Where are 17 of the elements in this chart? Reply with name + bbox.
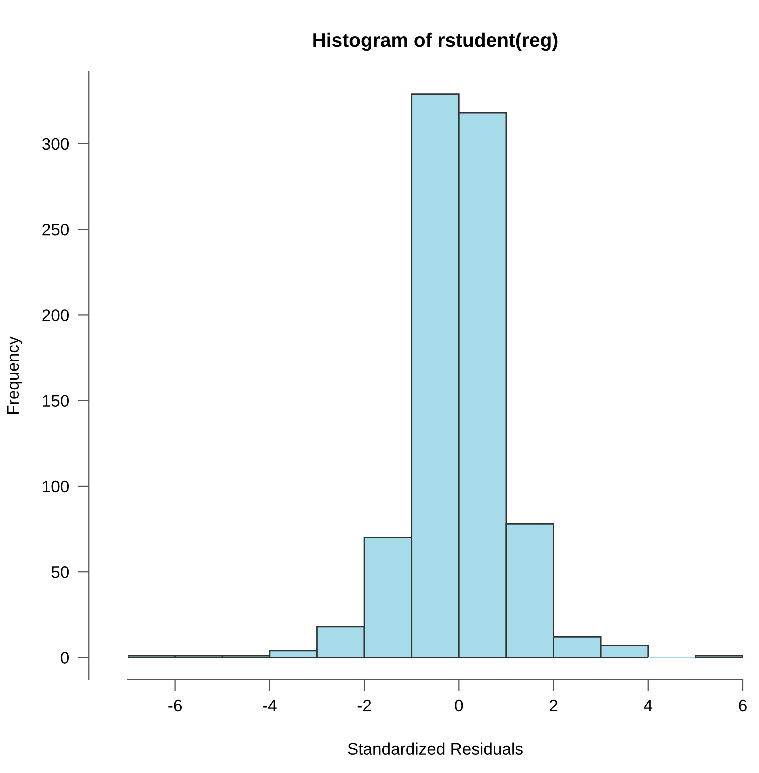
- y-tick-label: 50: [52, 566, 70, 578]
- y-axis-title: Frequency: [7, 336, 22, 414]
- y-tick-label: 300: [42, 138, 70, 150]
- x-tick-label: -4: [263, 700, 277, 712]
- y-tick-label: 250: [42, 224, 70, 236]
- x-tick-label: 6: [739, 700, 747, 712]
- x-tick-label: -6: [168, 700, 182, 712]
- x-tick-label: -2: [358, 700, 372, 712]
- x-tick-label: 4: [644, 700, 653, 712]
- x-tick-label: 2: [550, 700, 558, 712]
- x-tick-label: 0: [455, 700, 464, 712]
- chart-title: Histogram of rstudent(reg): [314, 32, 558, 52]
- y-tick-label: 100: [43, 480, 70, 493]
- y-tick-label: 0: [61, 652, 70, 664]
- y-tick-label: 150: [43, 395, 70, 408]
- y-tick-label: 200: [42, 310, 70, 322]
- x-axis-title: Standardized Residuals: [348, 742, 523, 755]
